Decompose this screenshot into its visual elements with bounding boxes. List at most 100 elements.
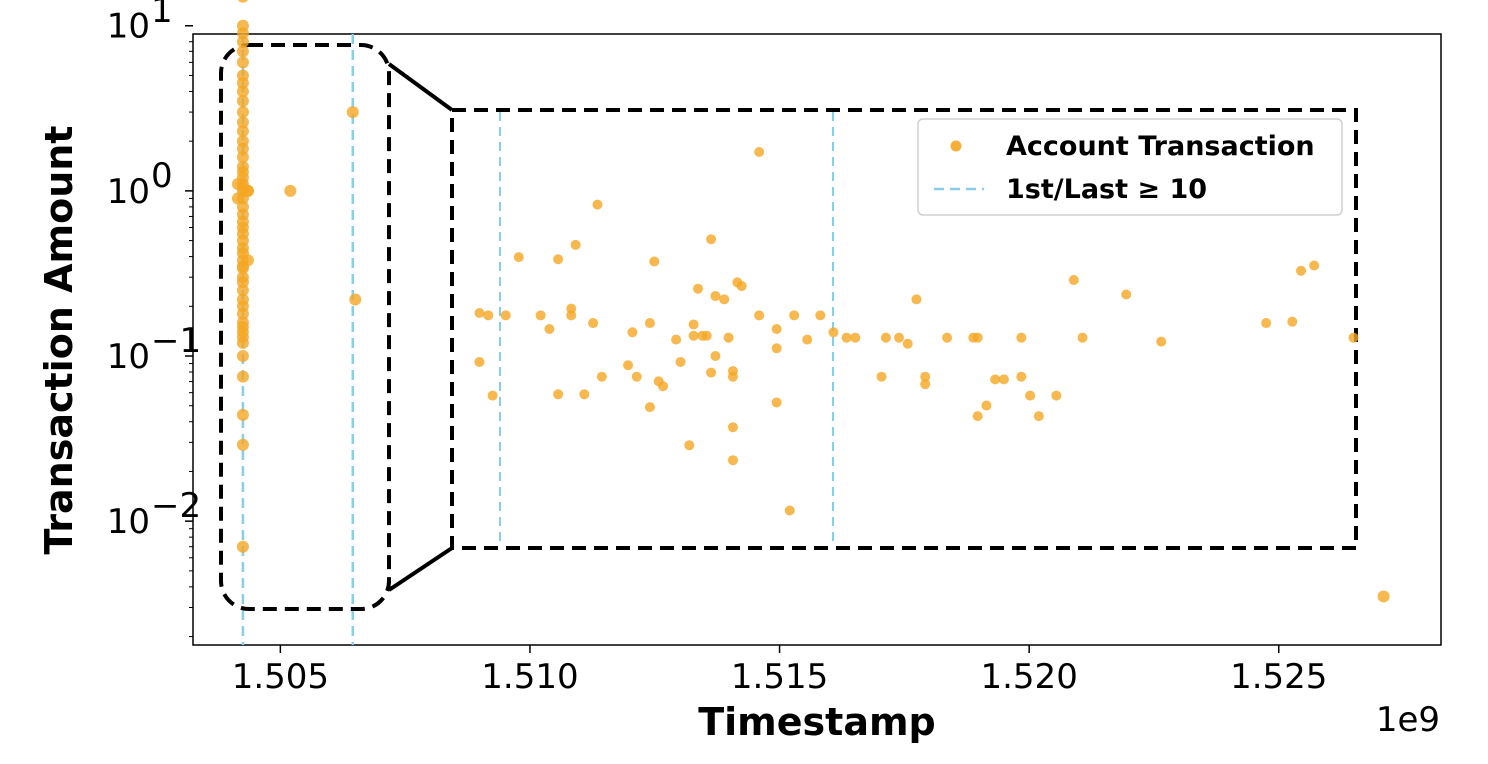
- data-point: [236, 95, 249, 108]
- y-axis-ticks: 10−210−1100101102: [107, 0, 201, 638]
- inset-data-point: [771, 397, 782, 408]
- inset-data-point: [684, 440, 695, 451]
- data-point: [236, 35, 249, 48]
- inset-data-point: [474, 307, 485, 318]
- inset-data-point: [474, 356, 485, 367]
- inset-data-point: [553, 254, 564, 265]
- inset-data-point: [754, 147, 765, 158]
- y-tick-label: 10: [107, 337, 150, 377]
- inset-data-point: [483, 310, 494, 321]
- inset-data-point: [981, 400, 992, 411]
- inset-data-point: [972, 411, 983, 422]
- inset-data-point: [1068, 275, 1079, 286]
- data-point: [236, 106, 249, 119]
- data-point: [236, 45, 249, 58]
- data-point: [236, 77, 249, 90]
- y-tick-exponent: 0: [151, 156, 173, 196]
- data-point: [236, 151, 249, 164]
- inset-data-point: [644, 318, 655, 329]
- inset-data-point: [1033, 411, 1044, 422]
- inset-data-point: [513, 252, 524, 263]
- inset-data-point: [688, 330, 699, 341]
- data-point: [236, 85, 249, 98]
- inset-data-point: [1051, 390, 1062, 401]
- inset-data-point: [911, 294, 922, 305]
- inset-data-point: [784, 505, 795, 516]
- inset-data-point: [841, 332, 852, 343]
- data-point: [236, 307, 249, 320]
- data-point: [284, 184, 297, 197]
- inset-data-point: [876, 371, 887, 382]
- data-point: [236, 56, 249, 69]
- inset-data-point: [644, 402, 655, 413]
- data-point: [236, 27, 249, 40]
- inset-data-point: [1016, 332, 1027, 343]
- inset-data-point: [802, 334, 813, 345]
- data-point: [241, 184, 254, 197]
- x-tick-label: 1.525: [1230, 657, 1327, 697]
- inset-data-point: [658, 381, 669, 392]
- inset-data-point: [894, 332, 904, 343]
- data-point: [236, 370, 249, 383]
- data-point: [236, 142, 249, 155]
- inset-data-point: [771, 324, 782, 334]
- inset-data-point: [688, 319, 699, 330]
- inset-data-point: [588, 318, 599, 329]
- x-tick-label: 1.515: [731, 657, 828, 697]
- inset-data-point: [719, 294, 730, 305]
- inset-data-point: [789, 310, 800, 321]
- inset-data-point: [1261, 318, 1272, 329]
- x-tick-label: 1.520: [980, 657, 1077, 697]
- inset-data-point: [815, 310, 826, 321]
- x-tick-label: 1.505: [232, 657, 329, 697]
- data-point: [241, 254, 254, 267]
- zoom-source-box: [219, 43, 391, 611]
- inset-data-point: [972, 332, 983, 343]
- legend-marker-points: [950, 140, 962, 152]
- data-point: [237, 0, 248, 3]
- inset-data-point: [727, 422, 738, 433]
- zoom-connector-bottom: [387, 546, 454, 592]
- inset-data-point: [990, 374, 1001, 385]
- data-point: [236, 438, 249, 451]
- y-tick-exponent: −2: [151, 486, 201, 526]
- inset-data-point: [692, 283, 703, 294]
- data-point: [236, 336, 249, 349]
- inset-data-point: [1156, 336, 1167, 347]
- data-point: [231, 178, 244, 191]
- inset-data-point: [998, 374, 1009, 385]
- y-tick-exponent: 1: [151, 0, 173, 31]
- inset-data-point: [570, 239, 581, 250]
- inset-data-point: [579, 389, 590, 400]
- data-point: [349, 293, 362, 306]
- y-tick-label: 10: [107, 7, 150, 47]
- data-point: [236, 408, 249, 421]
- inset-data-point: [1309, 260, 1320, 271]
- inset-data-point: [1287, 316, 1298, 327]
- inset-data-point: [701, 330, 712, 341]
- inset-data-point: [920, 371, 931, 382]
- data-point: [236, 125, 249, 138]
- inset-data-point: [736, 281, 747, 292]
- data-point: [236, 540, 249, 553]
- inset-data-point: [727, 371, 738, 382]
- inset-data-point: [706, 367, 717, 378]
- inset-data-point: [649, 256, 660, 267]
- legend-label-vline: 1st/Last ≥ 10: [1006, 174, 1207, 205]
- inset-data-point: [1348, 332, 1359, 343]
- inset-data-point: [627, 327, 638, 338]
- inset-data-point: [1121, 289, 1132, 300]
- inset-data-point: [710, 291, 721, 302]
- inset-data-point: [850, 332, 861, 343]
- y-tick-exponent: −1: [151, 321, 201, 361]
- inset-data-point: [771, 343, 782, 354]
- inset-data-point: [596, 371, 607, 382]
- x-axis-offset-label: 1e9: [1376, 700, 1440, 740]
- inset-data-point: [1016, 371, 1027, 382]
- zoom-connector-top: [387, 62, 454, 112]
- inset-data-point: [902, 338, 913, 349]
- legend-label-points: Account Transaction: [1006, 131, 1315, 162]
- inset-data-point: [671, 334, 682, 345]
- inset-data-point: [880, 332, 891, 343]
